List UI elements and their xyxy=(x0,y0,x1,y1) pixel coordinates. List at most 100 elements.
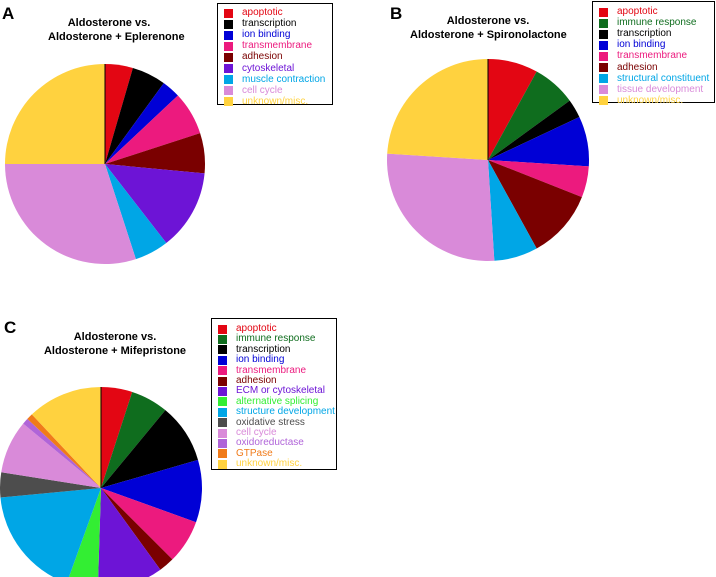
legend-item-ecm-or-cytoskeletal: ECM or cytoskeletal xyxy=(218,385,325,397)
legend-item-muscle-contraction: muscle contraction xyxy=(224,74,325,86)
legend-item-cytoskeletal: cytoskeletal xyxy=(224,63,294,75)
legend-item-transcription: transcription xyxy=(224,18,296,30)
chart-title: Aldosterone vs. Aldosterone + Mifepristo… xyxy=(40,330,190,358)
legend-label: immune response xyxy=(236,333,316,345)
legend-swatch xyxy=(224,75,233,85)
legend-swatch xyxy=(218,449,227,459)
legend-item-oxidoreductase: oxidoreductase xyxy=(218,437,304,449)
pie-chart xyxy=(4,64,206,265)
pie-chart xyxy=(0,387,203,577)
legend-label: transcription xyxy=(236,343,291,355)
legend-item-transmembrane: transmembrane xyxy=(224,40,312,52)
pie-slice-transmembrane xyxy=(488,160,589,198)
legend-swatch xyxy=(218,366,227,376)
legend-item-ion-binding: ion binding xyxy=(599,39,665,51)
legend-item-ion-binding: ion binding xyxy=(224,29,290,41)
pie-slice-unknown-misc xyxy=(387,59,488,160)
legend-swatch xyxy=(599,96,608,106)
legend-label: immune response xyxy=(617,17,697,29)
chart-title-line-2: Aldosterone + Spironolactone xyxy=(410,29,567,41)
panel-letter: B xyxy=(390,4,403,23)
legend-item-cell-cycle: cell cycle xyxy=(218,427,277,439)
legend-swatch xyxy=(218,345,227,355)
legend-label: cell cycle xyxy=(242,84,283,96)
legend-label: structure development xyxy=(236,406,335,418)
pie-slice-apoptotic xyxy=(488,59,537,160)
legend-label: ECM or cytoskeletal xyxy=(236,385,325,397)
legend-swatch xyxy=(599,18,608,28)
legend-item-adhesion: adhesion xyxy=(599,62,658,74)
legend-swatch xyxy=(599,85,608,95)
chart-title-line-2: Aldosterone + Mifepristone xyxy=(43,345,187,357)
legend: apoptotic transcription ion binding transme… xyxy=(217,3,333,108)
pie-slice-apoptotic xyxy=(105,64,133,164)
pie-slice-ion-binding xyxy=(101,459,203,523)
pie-slice-cell-cycle xyxy=(1,423,102,488)
legend-swatch xyxy=(224,41,233,51)
legend-swatch xyxy=(224,86,233,96)
legend-swatch xyxy=(224,30,233,40)
legend-label: ion binding xyxy=(617,39,666,51)
legend-label: cytoskeletal xyxy=(242,62,295,74)
legend-label: unknown/misc. xyxy=(242,95,309,107)
legend-label: transcription xyxy=(242,18,297,30)
legend-swatch xyxy=(599,40,608,50)
legend-item-immune-response: immune response xyxy=(599,17,696,29)
legend-item-gtpase: GTPase xyxy=(218,448,273,460)
legend-label: GTPase xyxy=(236,447,273,459)
pie-slice-transcription xyxy=(488,100,580,160)
pie-slice-oxidative-stress xyxy=(0,472,101,498)
legend-swatch xyxy=(599,63,608,72)
legend-label: adhesion xyxy=(242,51,283,63)
legend-label: unknown/misc. xyxy=(617,94,684,106)
legend-swatch xyxy=(218,334,227,344)
pie-slice-structure-development xyxy=(0,488,101,577)
legend: apoptotic immune response transcription ion… xyxy=(211,318,337,470)
pie-slice-transmembrane xyxy=(105,95,201,164)
legend-label: ion binding xyxy=(242,29,291,41)
legend-item-unknown-misc: unknown/misc. xyxy=(224,96,308,108)
pie-slice-immune-response xyxy=(488,71,570,160)
pie-slice-adhesion xyxy=(105,133,206,174)
legend-item-ion-binding: ion binding xyxy=(218,354,284,366)
legend-item-oxidative-stress: oxidative stress xyxy=(218,417,305,429)
legend-label: cell cycle xyxy=(236,427,277,438)
legend-item-apoptotic: apoptotic xyxy=(218,323,277,335)
chart-title: Aldosterone vs. Aldosterone + Spironolac… xyxy=(410,14,567,42)
pie-slice-alternative-splicing xyxy=(68,488,101,577)
legend-swatch xyxy=(218,418,227,428)
legend-label: apoptotic xyxy=(242,7,283,18)
legend-swatch xyxy=(599,7,608,17)
legend-item-transmembrane: transmembrane xyxy=(218,365,306,377)
pie-slice-adhesion xyxy=(488,160,582,249)
legend-label: tissue development xyxy=(617,83,704,95)
legend-label: apoptotic xyxy=(617,6,658,17)
legend-swatch xyxy=(224,97,233,107)
legend-swatch xyxy=(218,428,227,438)
panel-letter: C xyxy=(4,318,17,337)
legend-label: adhesion xyxy=(617,61,658,73)
pie-slice-transcription xyxy=(101,410,198,488)
legend-swatch xyxy=(218,397,227,407)
chart-title-line-1: Aldosterone vs. xyxy=(446,15,530,27)
legend-item-adhesion: adhesion xyxy=(224,51,283,63)
legend-item-apoptotic: apoptotic xyxy=(224,7,283,19)
legend-item-structural-constituent: structural constituent xyxy=(599,73,709,85)
legend-swatch xyxy=(224,8,233,18)
pie-slice-structural-constituent xyxy=(488,160,537,261)
legend-label: adhesion xyxy=(236,375,277,386)
chart-title: Aldosterone vs. Aldosterone + Eplerenone xyxy=(48,16,185,44)
panel-letter: A xyxy=(2,4,15,23)
legend-label: alternative splicing xyxy=(236,395,319,407)
legend-item-immune-response: immune response xyxy=(218,333,315,345)
legend-item-transcription: transcription xyxy=(599,28,671,40)
chart-title-line-1: Aldosterone vs. xyxy=(73,331,157,343)
legend-label: transmembrane xyxy=(617,50,688,62)
legend-swatch xyxy=(218,438,227,448)
legend-label: apoptotic xyxy=(236,323,277,334)
legend-label: transmembrane xyxy=(242,40,313,52)
legend-item-alternative-splicing: alternative splicing xyxy=(218,396,318,408)
pie-slice-transcription xyxy=(105,67,164,164)
legend-swatch xyxy=(224,64,233,73)
pie-slice-unknown-misc xyxy=(31,387,101,488)
